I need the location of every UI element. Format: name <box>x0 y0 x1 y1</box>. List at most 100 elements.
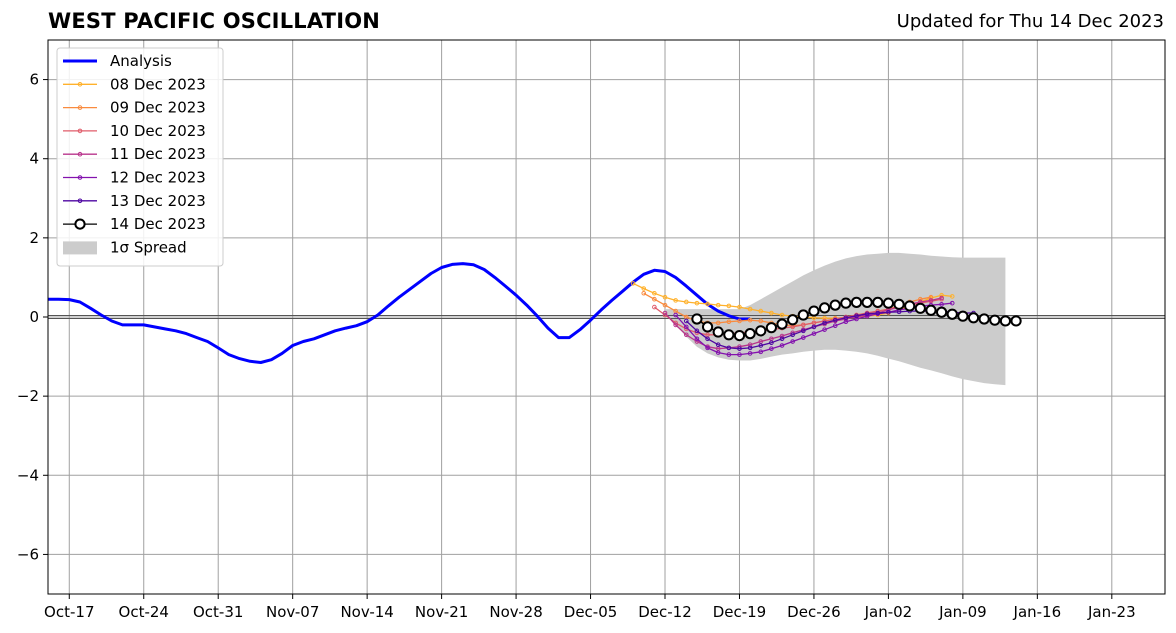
legend-item: 12 Dec 2023 <box>63 169 206 187</box>
legend-label: 10 Dec 2023 <box>110 122 206 140</box>
data-point <box>769 340 774 346</box>
data-point <box>886 309 891 315</box>
data-point <box>755 325 767 337</box>
data-point <box>726 345 732 351</box>
data-point <box>723 329 735 341</box>
x-tick-label: Jan-16 <box>1013 603 1062 621</box>
legend-marker <box>77 105 83 110</box>
data-point <box>818 302 831 314</box>
y-tick-label: −4 <box>17 466 39 484</box>
data-point <box>999 315 1012 327</box>
data-point <box>630 281 636 286</box>
data-point <box>662 310 668 316</box>
data-point <box>715 320 721 326</box>
legend-marker <box>77 198 83 204</box>
x-tick-label: Nov-14 <box>340 603 393 621</box>
series-line <box>48 262 751 364</box>
data-point <box>779 312 785 318</box>
chart-subtitle: Updated for Thu 14 Dec 2023 <box>896 11 1164 32</box>
data-point <box>694 336 700 342</box>
data-point <box>822 315 827 321</box>
data-point <box>914 302 926 314</box>
data-point <box>715 342 721 348</box>
data-point <box>936 306 948 318</box>
data-point <box>776 318 788 330</box>
data-point <box>864 311 870 317</box>
data-point <box>850 296 863 308</box>
x-tick-label: Nov-21 <box>415 603 468 621</box>
y-tick-label: −6 <box>17 545 39 563</box>
data-point <box>758 343 764 348</box>
data-point <box>705 336 710 342</box>
data-point <box>683 299 689 305</box>
legend-marker <box>74 218 86 230</box>
legend-label: 14 Dec 2023 <box>110 215 206 233</box>
legend-item: 08 Dec 2023 <box>63 75 206 93</box>
data-point <box>893 298 905 310</box>
data-point <box>928 298 934 303</box>
data-point <box>989 314 1001 326</box>
data-point <box>747 317 753 323</box>
legend-label: Analysis <box>110 52 172 70</box>
data-point <box>822 327 827 332</box>
x-tick-label: Jan-09 <box>938 603 987 621</box>
x-tick-label: Jan-02 <box>864 603 913 621</box>
data-point <box>829 299 841 311</box>
data-point <box>765 322 777 334</box>
data-point <box>758 349 764 355</box>
grid <box>48 40 1165 594</box>
data-point <box>747 345 753 351</box>
data-point <box>726 352 732 357</box>
data-point <box>978 313 990 325</box>
data-point <box>882 297 895 309</box>
data-point <box>715 302 721 308</box>
data-point <box>939 295 944 301</box>
legend-label: 09 Dec 2023 <box>110 99 206 117</box>
data-point <box>673 312 678 318</box>
legend-item: 1σ Spread <box>63 238 187 256</box>
data-point <box>822 320 827 326</box>
data-point <box>939 302 944 307</box>
data-point <box>896 309 902 315</box>
data-point <box>694 339 700 344</box>
data-point <box>641 290 647 296</box>
legend-marker <box>77 128 83 134</box>
data-point <box>1010 315 1022 327</box>
data-point <box>790 332 795 338</box>
legend-item: 13 Dec 2023 <box>63 192 206 210</box>
data-point <box>925 304 937 316</box>
data-point <box>694 300 700 306</box>
data-point <box>758 308 764 314</box>
data-point <box>790 339 795 344</box>
data-point <box>737 304 742 310</box>
data-point <box>758 318 764 324</box>
data-point <box>747 351 753 356</box>
data-point <box>705 345 710 351</box>
data-point <box>801 322 806 328</box>
data-point <box>787 314 799 326</box>
legend-swatch <box>63 241 97 255</box>
data-point <box>737 346 742 351</box>
data-point <box>769 310 774 316</box>
legend-box <box>56 47 224 267</box>
x-tick-label: Oct-31 <box>193 603 243 621</box>
x-tick-label: Oct-17 <box>44 603 94 621</box>
data-point <box>779 336 785 342</box>
data-point <box>854 313 859 319</box>
data-point <box>843 315 849 321</box>
x-tick-label: Jan-23 <box>1087 603 1136 621</box>
data-point <box>808 305 820 317</box>
data-point <box>673 298 678 303</box>
legend: Analysis 08 Dec 2023 09 Dec 2023 10 Dec 202… <box>56 47 224 267</box>
legend-label: 1σ Spread <box>110 238 187 256</box>
data-point <box>861 296 873 308</box>
data-point <box>832 323 838 329</box>
legend-label: 08 Dec 2023 <box>110 75 206 93</box>
legend-item: 14 Dec 2023 <box>63 215 206 233</box>
data-point <box>949 294 955 299</box>
data-point <box>967 312 980 324</box>
y-tick-label: 0 <box>29 308 39 326</box>
legend-item: 11 Dec 2023 <box>63 145 206 163</box>
data-point <box>726 303 732 309</box>
